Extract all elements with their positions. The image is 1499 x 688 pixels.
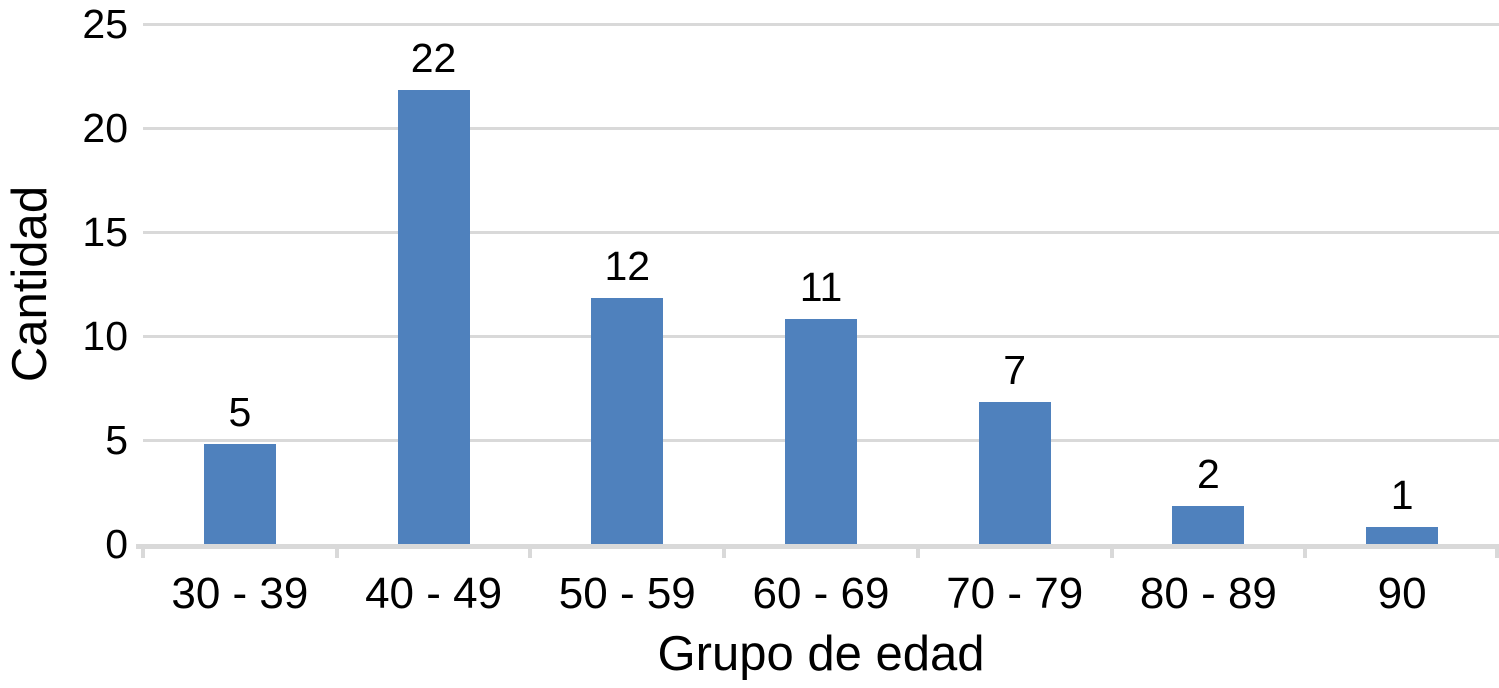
x-tick-label: 80 - 89 bbox=[1139, 569, 1277, 618]
x-axis-tick bbox=[334, 544, 339, 558]
x-tick-label: 90 bbox=[1377, 569, 1427, 618]
gridline bbox=[143, 23, 1499, 26]
x-axis-tick bbox=[1495, 544, 1499, 558]
bar bbox=[397, 90, 470, 544]
x-axis-line bbox=[136, 544, 1499, 549]
y-tick-label: 15 bbox=[82, 209, 128, 255]
bar bbox=[1366, 527, 1439, 544]
bar-value-label: 11 bbox=[799, 264, 843, 311]
bar-value-label: 5 bbox=[228, 389, 252, 435]
x-axis-tick bbox=[141, 544, 145, 558]
y-tick-label: 5 bbox=[105, 417, 128, 463]
x-axis-tick bbox=[915, 544, 920, 558]
bar-value-label: 2 bbox=[1197, 451, 1220, 498]
x-tick-label: 60 - 69 bbox=[752, 569, 890, 618]
x-axis-tick bbox=[1303, 544, 1308, 558]
bar bbox=[203, 444, 276, 544]
y-tick-label: 10 bbox=[82, 313, 128, 359]
bar-value-label: 22 bbox=[410, 35, 457, 82]
x-tick-label: 70 - 79 bbox=[946, 569, 1084, 618]
x-tick-label: 50 - 59 bbox=[558, 569, 696, 618]
bar-value-label: 1 bbox=[1390, 472, 1414, 519]
bar-value-label: 12 bbox=[604, 243, 651, 290]
bar bbox=[785, 319, 857, 544]
x-tick-label: 30 - 39 bbox=[171, 569, 309, 618]
x-tick-label: 40 - 49 bbox=[365, 569, 503, 618]
y-tick-label: 0 bbox=[105, 521, 128, 567]
bar bbox=[591, 298, 664, 544]
y-tick-label: 20 bbox=[82, 105, 128, 151]
x-axis-tick bbox=[722, 544, 727, 558]
gridline bbox=[143, 231, 1499, 234]
bar bbox=[1172, 506, 1245, 544]
x-axis-tick bbox=[1109, 544, 1114, 558]
x-axis-tick bbox=[528, 544, 533, 558]
bar bbox=[978, 402, 1051, 544]
bar-value-label: 7 bbox=[1003, 347, 1027, 394]
y-tick-label: 25 bbox=[82, 1, 128, 47]
x-axis-title: Grupo de edad bbox=[657, 627, 985, 681]
gridline bbox=[143, 127, 1499, 130]
